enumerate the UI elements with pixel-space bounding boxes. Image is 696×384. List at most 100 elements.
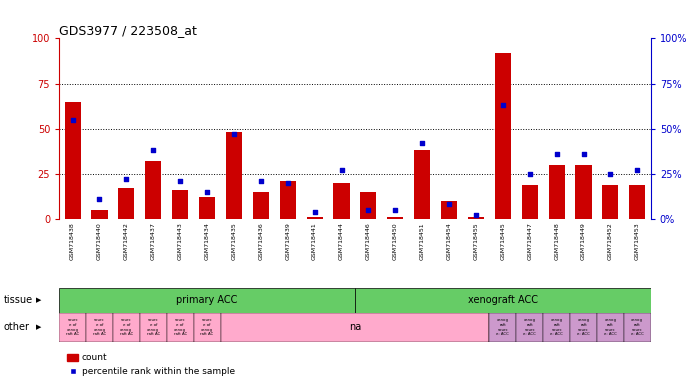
Text: GSM718451: GSM718451 [420,222,425,260]
Bar [333,183,349,219]
Point [336,167,347,173]
Point [67,117,78,123]
Point [175,178,186,184]
Text: GSM718442: GSM718442 [124,222,129,260]
Bar [59,288,355,313]
Point [228,131,239,137]
Bar [516,313,543,342]
Bar [548,165,564,219]
Text: GSM718454: GSM718454 [447,222,452,260]
Bar [118,188,134,219]
Bar [576,165,592,219]
Point [632,167,643,173]
Point [121,176,132,182]
Text: GSM718434: GSM718434 [205,222,209,260]
Bar [65,101,81,219]
Text: ▶: ▶ [36,298,42,303]
Bar [221,313,489,342]
Text: GSM718447: GSM718447 [528,222,532,260]
Bar [355,288,651,313]
Text: GDS3977 / 223508_at: GDS3977 / 223508_at [59,24,197,37]
Bar [543,313,570,342]
Bar [602,185,619,219]
Text: GSM718453: GSM718453 [635,222,640,260]
Bar [624,313,651,342]
Bar [495,53,511,219]
Bar [570,313,597,342]
Text: primary ACC: primary ACC [176,295,238,306]
Text: xenog
raft
sourc
e: ACC: xenog raft sourc e: ACC [577,318,590,336]
Bar [253,192,269,219]
Bar [86,313,113,342]
Text: GSM718436: GSM718436 [258,222,263,260]
Text: GSM718437: GSM718437 [151,222,156,260]
Text: sourc
e of
xenog
raft AC: sourc e of xenog raft AC [200,318,214,336]
Point [309,209,320,215]
Text: other: other [3,322,29,333]
Bar [597,313,624,342]
Bar [167,313,193,342]
Bar [59,313,86,342]
Point [255,178,267,184]
Bar [468,217,484,219]
Text: GSM718439: GSM718439 [285,222,290,260]
Text: GSM718438: GSM718438 [70,222,75,260]
Text: sourc
e of
xenog
raft AC: sourc e of xenog raft AC [93,318,106,336]
Text: xenog
raft
sourc
e: ACC: xenog raft sourc e: ACC [551,318,563,336]
Point [605,170,616,177]
Text: xenograft ACC: xenograft ACC [468,295,538,306]
Bar [172,190,188,219]
Bar [193,313,221,342]
Bar [280,181,296,219]
Text: tissue: tissue [3,295,33,306]
Text: GSM718444: GSM718444 [339,222,344,260]
Text: GSM718449: GSM718449 [581,222,586,260]
Point [148,147,159,153]
Bar [489,313,516,342]
Text: GSM718443: GSM718443 [177,222,182,260]
Text: GSM718440: GSM718440 [97,222,102,260]
Point [498,102,509,108]
Bar [140,313,167,342]
Bar [629,185,645,219]
Text: GSM718448: GSM718448 [554,222,559,260]
Point [417,140,428,146]
Point [94,196,105,202]
Text: sourc
e of
xenog
raft AC: sourc e of xenog raft AC [120,318,133,336]
Point [443,201,454,207]
Point [363,207,374,213]
Point [202,189,213,195]
Bar [226,132,242,219]
Text: GSM718435: GSM718435 [232,222,237,260]
Text: GSM718445: GSM718445 [500,222,505,260]
Bar [91,210,108,219]
Bar [489,313,516,342]
Text: xenog
raft
sourc
e: ACC: xenog raft sourc e: ACC [631,318,644,336]
Text: na: na [349,322,361,333]
Text: sourc
e of
xenog
raft AC: sourc e of xenog raft AC [66,318,79,336]
Bar [113,313,140,342]
Bar [441,201,457,219]
Point [390,207,401,213]
Bar [414,150,430,219]
Point [282,180,293,186]
Text: GSM718446: GSM718446 [366,222,371,260]
Point [551,151,562,157]
Text: ▶: ▶ [36,324,42,330]
Bar [387,217,404,219]
Bar [306,217,323,219]
Text: sourc
e of
xenog
raft AC: sourc e of xenog raft AC [173,318,187,336]
Legend: count, percentile rank within the sample: count, percentile rank within the sample [63,350,239,379]
Bar [361,192,377,219]
Bar [145,161,161,219]
Point [578,151,589,157]
Text: sourc
e of
xenog
raft AC: sourc e of xenog raft AC [147,318,160,336]
Text: GSM718441: GSM718441 [312,222,317,260]
Text: xenog
raft
sourc
e: ACC: xenog raft sourc e: ACC [523,318,536,336]
Text: GSM718455: GSM718455 [473,222,478,260]
Text: GSM718450: GSM718450 [393,222,398,260]
Text: xenog
raft
sourc
e: ACC: xenog raft sourc e: ACC [496,318,509,336]
Bar [199,197,215,219]
Text: GSM718452: GSM718452 [608,222,613,260]
Bar [522,185,538,219]
